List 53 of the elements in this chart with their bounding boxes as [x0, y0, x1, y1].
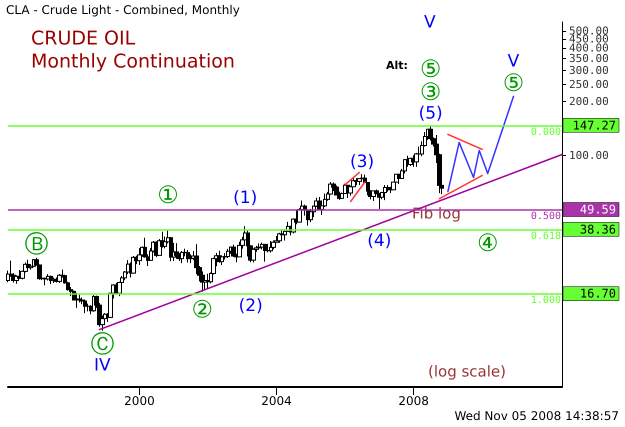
y-tick-label: 200.00 [569, 95, 609, 108]
annotation: ④ [476, 229, 498, 257]
ref-line-label: 147.27 [572, 118, 616, 132]
annotation: (3) [350, 152, 374, 172]
annotation: V [424, 12, 436, 32]
annotation: V [508, 51, 520, 72]
candlestick [26, 259, 30, 270]
annotation: Ⓑ [24, 230, 49, 258]
annotation: Ⓒ [90, 330, 114, 358]
annotation: (2) [238, 296, 263, 316]
y-tick-label: 250.00 [569, 78, 609, 91]
annotation: ⑤ [502, 68, 524, 97]
candlestick [186, 249, 190, 263]
annotation: (4) [367, 231, 392, 252]
ref-line-label: 49.59 [580, 202, 616, 217]
ref-line-label: 38.36 [580, 222, 616, 236]
candlestick [271, 240, 276, 250]
candlestick [383, 184, 387, 201]
candlestick [269, 240, 273, 254]
candlestick [309, 208, 313, 223]
text: Monthly Continuation [31, 50, 235, 72]
annotation: ① [157, 181, 179, 210]
x-tick-label: 2004 [261, 394, 292, 408]
candlestick [86, 303, 90, 312]
ref-line-label: 16.70 [580, 286, 616, 301]
chart-title: CRUDE OIL [31, 28, 136, 50]
annotation: ② [192, 295, 214, 324]
text: CLA - Crude Light - Combined, Monthly [6, 3, 240, 17]
candlestick [263, 243, 267, 262]
annotation: (5) [418, 103, 443, 124]
annotation: 0.500 [530, 211, 561, 222]
annotation: IV [94, 356, 111, 376]
annotation: Alt: [386, 59, 408, 72]
y-tick-label: 300.00 [569, 64, 609, 77]
annotation: (1) [233, 188, 258, 208]
annotation: 0.618 [530, 230, 561, 242]
candlestick [83, 298, 87, 314]
candlestick [43, 276, 47, 286]
annotation: 1.000 [530, 295, 561, 306]
x-tick-label: 2000 [124, 394, 155, 408]
text: Wed Nov 05 2008 14:38:57 [454, 409, 620, 423]
annotation: (log scale) [428, 362, 506, 380]
candlestick [189, 254, 193, 264]
annotation: 0.000 [530, 126, 561, 138]
x-tick-label: 2008 [398, 394, 429, 408]
candlestick [251, 248, 256, 263]
y-tick-label: 100.00 [569, 148, 609, 162]
candlestick [257, 242, 261, 250]
line-series [447, 96, 514, 192]
candlestick [206, 273, 210, 289]
candlestick [131, 255, 136, 274]
candlestick [331, 182, 336, 192]
candlestick [360, 174, 364, 182]
